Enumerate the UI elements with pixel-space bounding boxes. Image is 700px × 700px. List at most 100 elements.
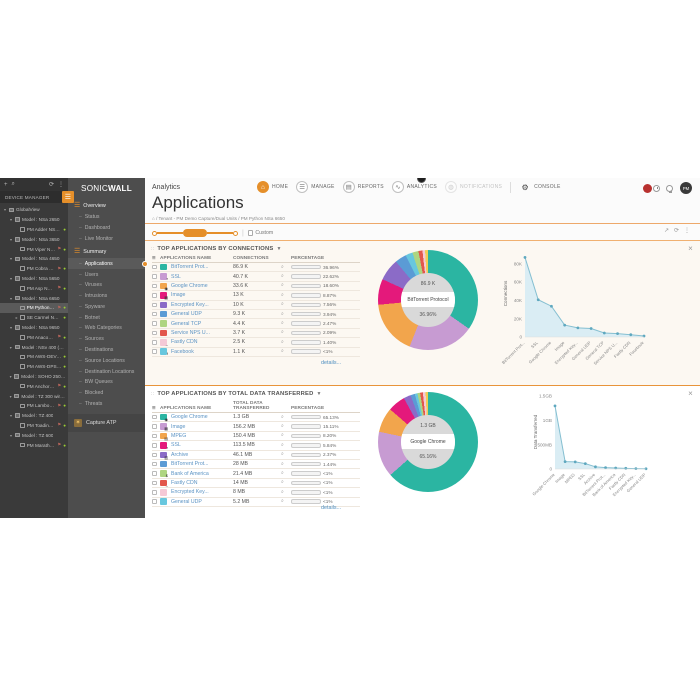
tree-item[interactable]: PM Adder NSa 2650● bbox=[0, 225, 68, 235]
expand-arrow-icon[interactable]: ▾ bbox=[9, 413, 12, 419]
refresh-icon[interactable]: ⟳ bbox=[48, 182, 54, 188]
row-checkbox[interactable] bbox=[152, 424, 157, 429]
chevron-down-icon[interactable]: ▼ bbox=[276, 245, 282, 252]
overflow-menu-icon[interactable]: ⋮ bbox=[684, 228, 690, 234]
magnifier-icon[interactable]: ⌕ bbox=[281, 470, 284, 477]
table-row[interactable]: ▥ Archive 46.1 MB ⌕ 2.37% bbox=[152, 451, 360, 460]
drag-handle-icon[interactable]: ∷ bbox=[151, 390, 155, 397]
table-row[interactable]: Encrypted Key... 8 MB ⌕ <1% bbox=[152, 488, 360, 498]
connections-line-chart[interactable]: 0 20K 40K 60K 80K Connections BitTorrent Prot.… bbox=[501, 242, 649, 385]
row-checkbox[interactable] bbox=[152, 443, 157, 448]
expand-arrow-icon[interactable]: ▾ bbox=[9, 324, 12, 330]
tree-item[interactable]: PM Python NSa...⚑● bbox=[0, 302, 68, 313]
sidebar-item-viruses[interactable]: – Viruses bbox=[68, 280, 145, 291]
row-checkbox[interactable] bbox=[152, 461, 157, 467]
magnifier-icon[interactable]: ⌕ bbox=[281, 498, 284, 505]
slider-end-handle[interactable] bbox=[233, 230, 238, 236]
app-name-link[interactable]: BitTorrent Prot... bbox=[171, 264, 209, 271]
sidebar-item-status[interactable]: – Status bbox=[68, 212, 145, 223]
magnifier-icon[interactable]: ⌕ bbox=[281, 413, 284, 420]
nav-item-analytics[interactable]: ∿ ANALYTICS bbox=[391, 181, 437, 193]
table-row[interactable]: ◉ Google Chrome 1.3 GB ⌕ 65.13% bbox=[152, 413, 360, 423]
row-checkbox[interactable] bbox=[152, 293, 157, 298]
device-checkbox-icon[interactable] bbox=[20, 266, 25, 271]
app-name-link[interactable]: Encrypted Key... bbox=[171, 301, 209, 308]
lightbulb-icon[interactable] bbox=[666, 184, 673, 193]
sidebar-item-intrusions[interactable]: – Intrusions bbox=[68, 291, 145, 302]
row-checkbox[interactable] bbox=[152, 330, 157, 336]
tree-item[interactable]: ▾ Model : NSa 3650 bbox=[0, 234, 68, 244]
expand-arrow-icon[interactable]: ▾ bbox=[3, 207, 6, 213]
more-icon[interactable]: ⋮ bbox=[58, 182, 64, 188]
tree-item[interactable]: ▾ Model : TZ 400 bbox=[0, 411, 68, 421]
table-row[interactable]: Service NPS U... 3.7 K ⌕ 2.09% bbox=[152, 329, 360, 339]
device-checkbox-icon[interactable] bbox=[20, 335, 25, 340]
tree-item[interactable]: PM Anaconda ...⚑● bbox=[0, 332, 68, 342]
magnifier-icon[interactable]: ⌕ bbox=[281, 451, 284, 458]
user-avatar[interactable]: PM bbox=[680, 182, 692, 194]
row-checkbox[interactable] bbox=[152, 264, 157, 270]
magnifier-icon[interactable]: ⌕ bbox=[281, 432, 284, 439]
app-name-link[interactable]: BitTorrent Prot... bbox=[171, 461, 209, 468]
slider-range-handle[interactable] bbox=[183, 229, 207, 237]
chevron-down-icon[interactable]: ▼ bbox=[316, 390, 322, 397]
magnifier-icon[interactable]: ⌕ bbox=[281, 291, 284, 298]
device-checkbox-icon[interactable] bbox=[20, 383, 25, 389]
sidebar-item-blocked[interactable]: – Blocked bbox=[68, 388, 145, 399]
table-row[interactable]: – Fastly CDN 14 MB ⌕ <1% bbox=[152, 479, 360, 489]
tree-item[interactable]: PM Marathon S...⚑● bbox=[0, 440, 68, 450]
search-icon[interactable]: ⌕ bbox=[11, 181, 15, 187]
expand-arrow-icon[interactable]: ▾ bbox=[9, 217, 12, 223]
device-checkbox-icon[interactable] bbox=[20, 403, 25, 409]
expand-arrow-icon[interactable]: ▾ bbox=[9, 295, 12, 301]
refresh-page-icon[interactable]: ⟳ bbox=[673, 228, 679, 234]
device-checkbox-icon[interactable] bbox=[20, 246, 25, 252]
tree-item[interactable]: ▾ Model : NSa 5650 bbox=[0, 274, 68, 284]
row-checkbox[interactable] bbox=[152, 340, 157, 345]
app-name-link[interactable]: Encrypted Key... bbox=[171, 489, 209, 496]
magnifier-icon[interactable]: ⌕ bbox=[281, 282, 284, 289]
sidebar-item-destination-locations[interactable]: – Destination Locations bbox=[68, 366, 145, 377]
table-row[interactable]: ▪ SSL 40.7 K ⌕ 22.62% bbox=[152, 272, 360, 282]
magnifier-icon[interactable]: ⌕ bbox=[281, 479, 284, 486]
menu-toggle-icon[interactable]: ☰ bbox=[62, 191, 74, 203]
magnifier-icon[interactable]: ⌕ bbox=[281, 423, 284, 430]
expand-arrow-icon[interactable]: ▾ bbox=[9, 432, 12, 438]
close-icon[interactable]: × bbox=[688, 244, 693, 253]
sidebar-item-sources[interactable]: – Sources bbox=[68, 334, 145, 345]
sidebar-item-live-monitor[interactable]: – Live Monitor bbox=[68, 234, 145, 245]
row-checkbox[interactable] bbox=[152, 283, 157, 289]
expand-arrow-icon[interactable]: ▾ bbox=[9, 236, 12, 242]
app-name-link[interactable]: Fastly CDN bbox=[171, 339, 198, 346]
slider-start-handle[interactable] bbox=[152, 230, 157, 236]
tree-item[interactable]: ▾ GlobalView bbox=[0, 205, 68, 215]
sidebar-item-threats[interactable]: – Threats bbox=[68, 399, 145, 410]
magnifier-icon[interactable]: ⌕ bbox=[281, 488, 284, 495]
app-name-link[interactable]: SSL bbox=[171, 442, 181, 449]
device-checkbox-icon[interactable] bbox=[20, 227, 25, 232]
sidebar-item-bw-queues[interactable]: – BW Queues bbox=[68, 377, 145, 388]
table-row[interactable]: ▪ SSL 113.5 MB ⌕ 5.84% bbox=[152, 441, 360, 451]
magnifier-icon[interactable]: ⌕ bbox=[281, 329, 284, 336]
table-row[interactable]: ◉ Google Chrome 33.6 K ⌕ 18.60% bbox=[152, 282, 360, 292]
tree-item[interactable]: ▾ Model : TZ 300 wireless... bbox=[0, 391, 68, 401]
row-checkbox[interactable] bbox=[152, 480, 157, 486]
notifications-bell-icon[interactable] bbox=[643, 183, 652, 193]
sidebar-item-users[interactable]: – Users bbox=[68, 269, 145, 280]
tree-item[interactable]: ▾ Model : TZ 600 bbox=[0, 430, 68, 440]
row-checkbox[interactable] bbox=[152, 274, 157, 279]
drag-handle-icon[interactable]: ∷ bbox=[151, 245, 155, 252]
expand-arrow-icon[interactable]: ▸ bbox=[15, 315, 18, 321]
tree-item[interactable]: PM AWS-DPS-NS...● bbox=[0, 362, 68, 372]
expand-arrow-icon[interactable]: ▾ bbox=[9, 344, 12, 350]
app-name-link[interactable]: Google Chrome bbox=[171, 282, 208, 289]
device-checkbox-icon[interactable] bbox=[20, 364, 25, 369]
app-name-link[interactable]: Service NPS U... bbox=[171, 329, 210, 336]
row-checkbox[interactable] bbox=[152, 452, 157, 457]
help-bubble-icon[interactable] bbox=[417, 178, 426, 183]
clock-icon[interactable] bbox=[653, 184, 660, 192]
row-checkbox[interactable] bbox=[152, 433, 157, 439]
app-name-link[interactable]: Archive bbox=[171, 451, 189, 458]
tree-item[interactable]: ▾ Model : NSa 4650 bbox=[0, 254, 68, 264]
app-name-link[interactable]: Image bbox=[171, 423, 186, 430]
